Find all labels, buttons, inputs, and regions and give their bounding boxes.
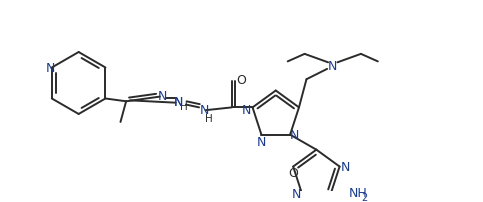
Text: N: N (328, 59, 338, 72)
Text: N: N (174, 95, 184, 108)
Text: NH: NH (349, 186, 367, 199)
Text: 2: 2 (361, 192, 367, 202)
Text: N: N (46, 62, 56, 75)
Text: N: N (174, 96, 183, 109)
Text: N: N (200, 103, 209, 116)
Text: N: N (257, 135, 266, 148)
Text: O: O (288, 166, 298, 179)
Text: H: H (205, 113, 213, 123)
Text: H: H (181, 101, 188, 112)
Text: N: N (242, 103, 251, 116)
Text: O: O (236, 73, 246, 86)
Text: N: N (292, 187, 301, 200)
Text: N: N (290, 128, 299, 141)
Text: N: N (341, 160, 350, 173)
Text: N: N (158, 90, 168, 103)
